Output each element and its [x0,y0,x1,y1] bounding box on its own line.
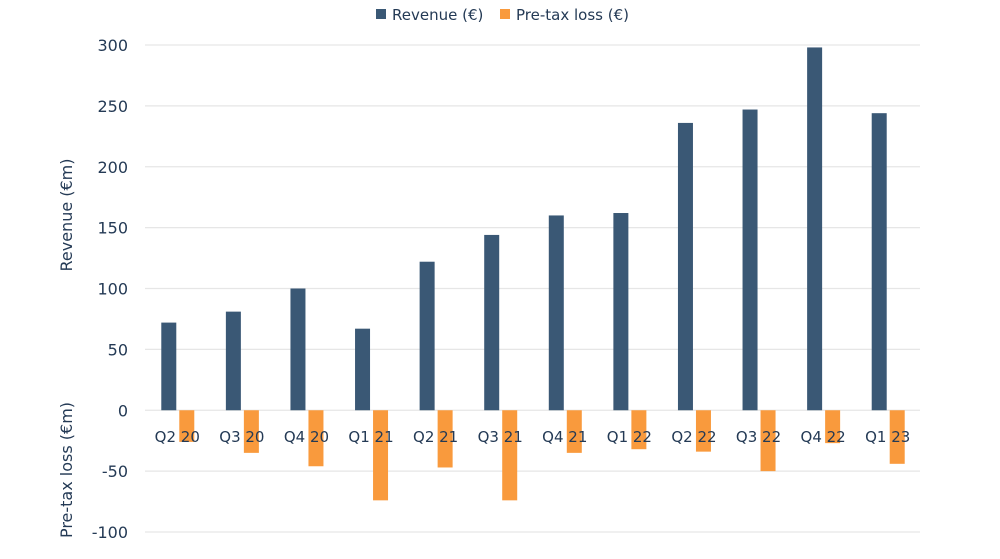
pre-tax-loss-bar [889,410,905,464]
y-tick-label: 150 [97,219,128,238]
x-tick-label: Q4 22 [801,428,846,446]
x-axis-labels: Q2 20 Q3 20 Q4 20 Q1 21 Q2 21 Q3 21 Q4 21 Q1 22… [155,428,911,446]
pre-tax-loss-bar [243,410,259,453]
x-tick-label: Q2 22 [671,428,716,446]
x-tick-label: Q2 21 [413,428,458,446]
y-tick-label: 200 [97,158,128,177]
pre-tax-loss-bar [695,410,711,452]
revenue-bar [807,47,823,411]
x-tick-label: Q1 22 [607,428,652,446]
y-tick-label: 50 [108,340,128,359]
x-tick-label: Q4 20 [284,428,329,446]
revenue-bar [355,328,371,411]
pre-tax-loss-bar [308,410,324,467]
pre-tax-loss-bar [437,410,453,468]
revenue-bar [677,122,693,411]
y-tick-label: 0 [118,401,128,420]
pre-tax-loss-bar [631,410,647,450]
bars [161,47,905,501]
x-tick-label: Q4 21 [542,428,587,446]
revenue-bar [419,261,435,411]
x-tick-label: Q3 21 [478,428,523,446]
y-axis-ticks: 300 250 200 150 100 50 0 -50 -100 [92,36,128,542]
y-axis-title-revenue: Revenue (€m) [57,158,76,271]
y-tick-label: 100 [97,280,128,299]
revenue-bar [290,288,306,411]
y-tick-label: 300 [97,36,128,55]
legend-label-revenue: Revenue (€) [392,6,483,24]
x-tick-label: Q1 21 [348,428,393,446]
x-tick-label: Q3 22 [736,428,781,446]
revenue-bar [484,234,500,411]
pre-tax-loss-bar [825,410,841,444]
legend-swatch-revenue [376,9,386,19]
x-tick-label: Q3 20 [219,428,264,446]
y-axis-title-loss: Pre-tax loss (€m) [57,402,76,538]
legend: Revenue (€) Pre-tax loss (€) [376,6,629,24]
revenue-bar [742,109,758,411]
pre-tax-loss-bar [566,410,582,453]
revenue-bar [225,311,241,411]
y-tick-label: -50 [102,462,128,481]
legend-label-loss: Pre-tax loss (€) [516,6,629,24]
revenue-bar [548,215,564,411]
x-tick-label: Q2 20 [155,428,200,446]
pre-tax-loss-bar [373,410,389,501]
pre-tax-loss-bar [760,410,776,472]
gridlines [145,44,920,533]
revenue-bar [613,213,629,411]
y-tick-label: -100 [92,523,128,542]
revenue-bar [161,322,177,411]
revenue-bar [871,113,887,411]
pre-tax-loss-bar [502,410,518,501]
x-tick-label: Q1 23 [865,428,910,446]
legend-swatch-loss [500,9,510,19]
pre-tax-loss-bar [179,410,195,442]
y-tick-label: 250 [97,97,128,116]
